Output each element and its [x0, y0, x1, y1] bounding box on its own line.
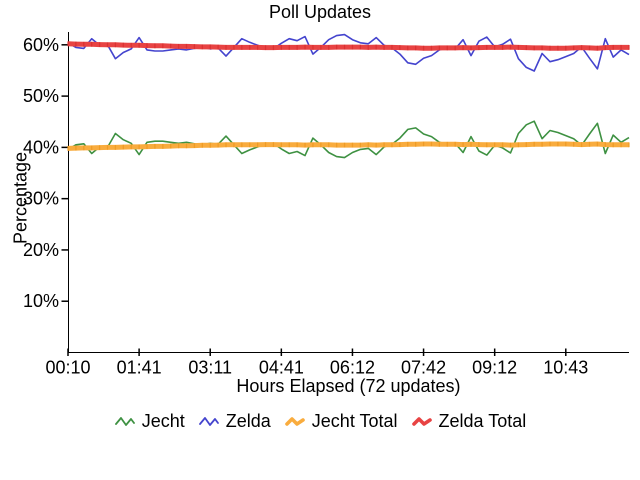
legend-item-zelda: Zelda — [198, 411, 271, 432]
series-line-zelda — [67, 33, 630, 72]
x-tick-label: 10:43 — [543, 358, 588, 378]
x-tick-label: 03:11 — [188, 358, 232, 378]
legend-label-jecht-total: Jecht Total — [311, 411, 398, 431]
y-tick-label: 40% — [23, 137, 59, 157]
legend-label-zelda-total: Zelda Total — [438, 411, 527, 431]
x-tick-label: 09:12 — [472, 358, 517, 378]
jecht-total-line-icon — [284, 417, 305, 426]
series-line-zelda-total — [67, 41, 629, 51]
legend-item-jecht-total: Jecht Total — [284, 411, 398, 432]
legend-label-zelda: Zelda — [225, 411, 271, 431]
y-tick-label: 20% — [23, 240, 59, 260]
jecht-line-icon — [114, 417, 135, 426]
x-tick-label: 01:41 — [117, 358, 162, 378]
chart-legend: Jecht Zelda Jecht Total Zelda Total — [0, 411, 640, 432]
legend-label-jecht: Jecht — [141, 411, 185, 431]
x-tick-label: 00:10 — [45, 358, 90, 378]
x-axis-title: Hours Elapsed (72 updates) — [236, 376, 461, 396]
chart-title: Poll Updates — [268, 2, 372, 22]
zelda-line-icon — [198, 417, 219, 426]
x-tick-label: 04:41 — [259, 358, 304, 378]
x-tick-label: 07:42 — [401, 358, 446, 378]
y-tick-label: 10% — [23, 291, 59, 311]
y-tick-label: 50% — [23, 86, 59, 106]
x-tick-label: 06:12 — [330, 358, 375, 378]
legend-item-zelda-total: Zelda Total — [411, 411, 527, 432]
zelda-total-line-icon — [411, 417, 432, 426]
series-line-jecht-total — [67, 141, 629, 151]
series-line-jecht — [67, 120, 630, 159]
y-tick-label: 60% — [23, 35, 59, 55]
legend-item-jecht: Jecht — [114, 411, 185, 432]
y-tick-label: 30% — [23, 189, 59, 209]
